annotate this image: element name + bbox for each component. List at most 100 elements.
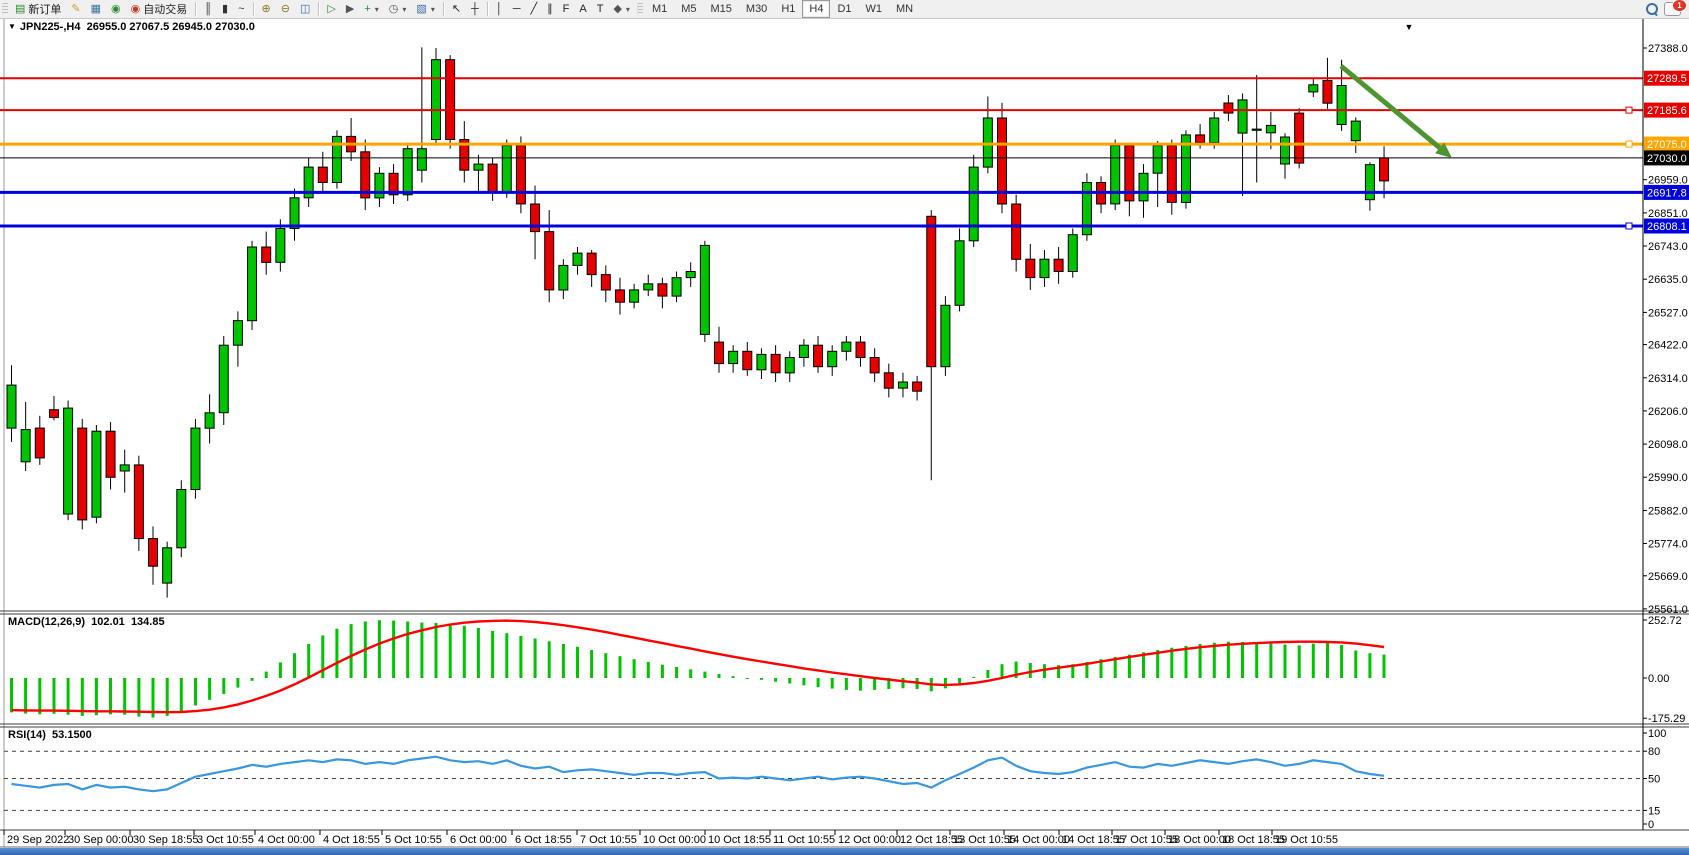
- macd-bar: [1198, 644, 1202, 678]
- candle-body: [1280, 136, 1290, 165]
- bar-chart-button[interactable]: ║: [199, 0, 217, 18]
- timeframe-d1[interactable]: D1: [837, 3, 852, 15]
- toolbar-grip-2[interactable]: [636, 3, 643, 15]
- chart-window-bg: [0, 18, 1689, 847]
- toolbar-grip[interactable]: [2, 3, 8, 15]
- macd-bar: [1311, 643, 1315, 678]
- price-axis[interactable]: 27388.0 26959.0 26851.0 26743.0 26635.0 26527…: [1643, 43, 1689, 831]
- price-tick-label: 26314.0: [1648, 373, 1688, 385]
- indicators-button[interactable]: + ▾: [359, 0, 383, 18]
- candle-body: [855, 341, 866, 359]
- candle-body: [303, 166, 314, 199]
- line-handle[interactable]: [1625, 106, 1633, 114]
- macd-bar: [250, 678, 254, 681]
- new-order-button[interactable]: ▤ 新订单: [10, 0, 66, 18]
- chart-dropdown-icon[interactable]: ▼: [8, 22, 16, 31]
- candle-body: [402, 148, 413, 196]
- indicators-caret-icon[interactable]: ▾: [374, 4, 379, 14]
- rsi-scale-label: 0: [1648, 819, 1654, 831]
- signals-button[interactable]: ◉: [106, 0, 126, 18]
- timeframe-m1[interactable]: M1: [651, 3, 668, 15]
- trendline-button[interactable]: ╱: [526, 0, 543, 18]
- autotrading-button[interactable]: ◉ 自动交易: [126, 0, 193, 18]
- price-tick-label: 26743.0: [1648, 241, 1688, 253]
- line-handle[interactable]: [1625, 222, 1633, 230]
- text-button[interactable]: A: [574, 0, 591, 18]
- auto-scroll-button[interactable]: ▷: [322, 0, 340, 18]
- macd-bar: [561, 644, 565, 678]
- macd-bar: [1170, 647, 1174, 678]
- toolbar-separator: [252, 2, 254, 16]
- chart-shift-marker[interactable]: ▼: [1405, 22, 1414, 32]
- fibonacci-button[interactable]: F: [558, 0, 575, 18]
- templates-caret-icon[interactable]: ▾: [430, 4, 435, 14]
- shapes-caret-icon[interactable]: ▾: [625, 4, 630, 14]
- macd-bar: [1043, 664, 1046, 678]
- macd-bar: [491, 630, 495, 678]
- chat-icon[interactable]: 1: [1664, 0, 1687, 16]
- timeframe-mn[interactable]: MN: [896, 3, 914, 15]
- price-tick-label: 26851.0: [1648, 208, 1688, 220]
- candle-body: [218, 344, 229, 414]
- macd-bar: [1297, 645, 1301, 678]
- candle-body: [176, 489, 187, 549]
- search-icon[interactable]: [1646, 3, 1658, 15]
- line-handle[interactable]: [1625, 140, 1633, 148]
- timeframe-h1[interactable]: H1: [781, 3, 796, 15]
- zoom-out-icon: ⊖: [280, 3, 290, 15]
- date-label: 6 Oct 00:00: [450, 834, 507, 846]
- timeframe-w1[interactable]: W1: [865, 3, 883, 15]
- zoom-in-button[interactable]: ⊕: [257, 0, 276, 18]
- macd-bar: [660, 664, 664, 678]
- timeframe-h4[interactable]: H4: [802, 0, 831, 18]
- candle-body: [1265, 124, 1276, 134]
- timeframe-m30[interactable]: M30: [745, 3, 768, 15]
- candle-body: [1081, 182, 1092, 236]
- candle-body: [1053, 258, 1064, 273]
- equidistant-channel-button[interactable]: ∥: [542, 0, 558, 18]
- horizontal-line-button[interactable]: ─: [508, 0, 526, 18]
- candlestick-chart-button[interactable]: ▮: [217, 0, 233, 18]
- macd-bar: [1057, 665, 1061, 678]
- price-tick-label: 26635.0: [1648, 274, 1688, 286]
- shapes-button[interactable]: ◆ ▾: [608, 0, 634, 18]
- chart-shift-button[interactable]: ▶: [341, 0, 359, 18]
- label-button[interactable]: T: [592, 0, 609, 18]
- cursor-button[interactable]: ↖: [447, 0, 466, 18]
- macd-bar: [1212, 642, 1216, 678]
- line-chart-button[interactable]: ~: [233, 0, 249, 18]
- candle-body: [232, 320, 243, 346]
- timeframe-m15[interactable]: M15: [710, 3, 732, 15]
- price-tick-label: 25990.0: [1648, 472, 1688, 484]
- macd-bar: [335, 628, 339, 678]
- zoom-out-button[interactable]: ⊖: [276, 0, 295, 18]
- candle-body: [798, 344, 809, 359]
- date-label: 29 Sep 2022: [7, 834, 69, 846]
- date-label: 3 Oct 10:55: [197, 834, 254, 846]
- periods-button[interactable]: ◷ ▾: [384, 0, 412, 18]
- trend-arrow[interactable]: [1339, 64, 1442, 150]
- ohlc-open: 26955.0: [86, 21, 127, 33]
- crosshair-button[interactable]: ┼: [466, 0, 484, 18]
- candles: [6, 47, 1390, 598]
- vertical-line-button[interactable]: │: [491, 0, 508, 18]
- date-label: 30 Sep 18:55: [133, 834, 198, 846]
- templates-button[interactable]: ▧ ▾: [411, 0, 439, 18]
- trend-arrow-head[interactable]: [1435, 142, 1452, 158]
- metaeditor-button[interactable]: ✎: [66, 0, 85, 18]
- toolbar-separator: [486, 2, 488, 16]
- macd-bar: [731, 676, 735, 678]
- market-watch-button[interactable]: ▦: [86, 0, 106, 18]
- macd-bar: [1241, 642, 1244, 678]
- timeframe-m5[interactable]: M5: [681, 3, 697, 15]
- periods-caret-icon[interactable]: ▾: [402, 4, 407, 14]
- new-order-icon: ▤: [15, 3, 26, 15]
- tile-windows-button[interactable]: ◫: [295, 0, 315, 18]
- candle-body: [360, 151, 371, 199]
- line-chart-icon: ~: [238, 3, 245, 15]
- chart-title[interactable]: ▼ JPN225-,H4 26955.0 27067.5 26945.0 2703…: [8, 21, 255, 33]
- date-label: 30 Sep 00:00: [68, 834, 133, 846]
- candle-body: [133, 464, 144, 540]
